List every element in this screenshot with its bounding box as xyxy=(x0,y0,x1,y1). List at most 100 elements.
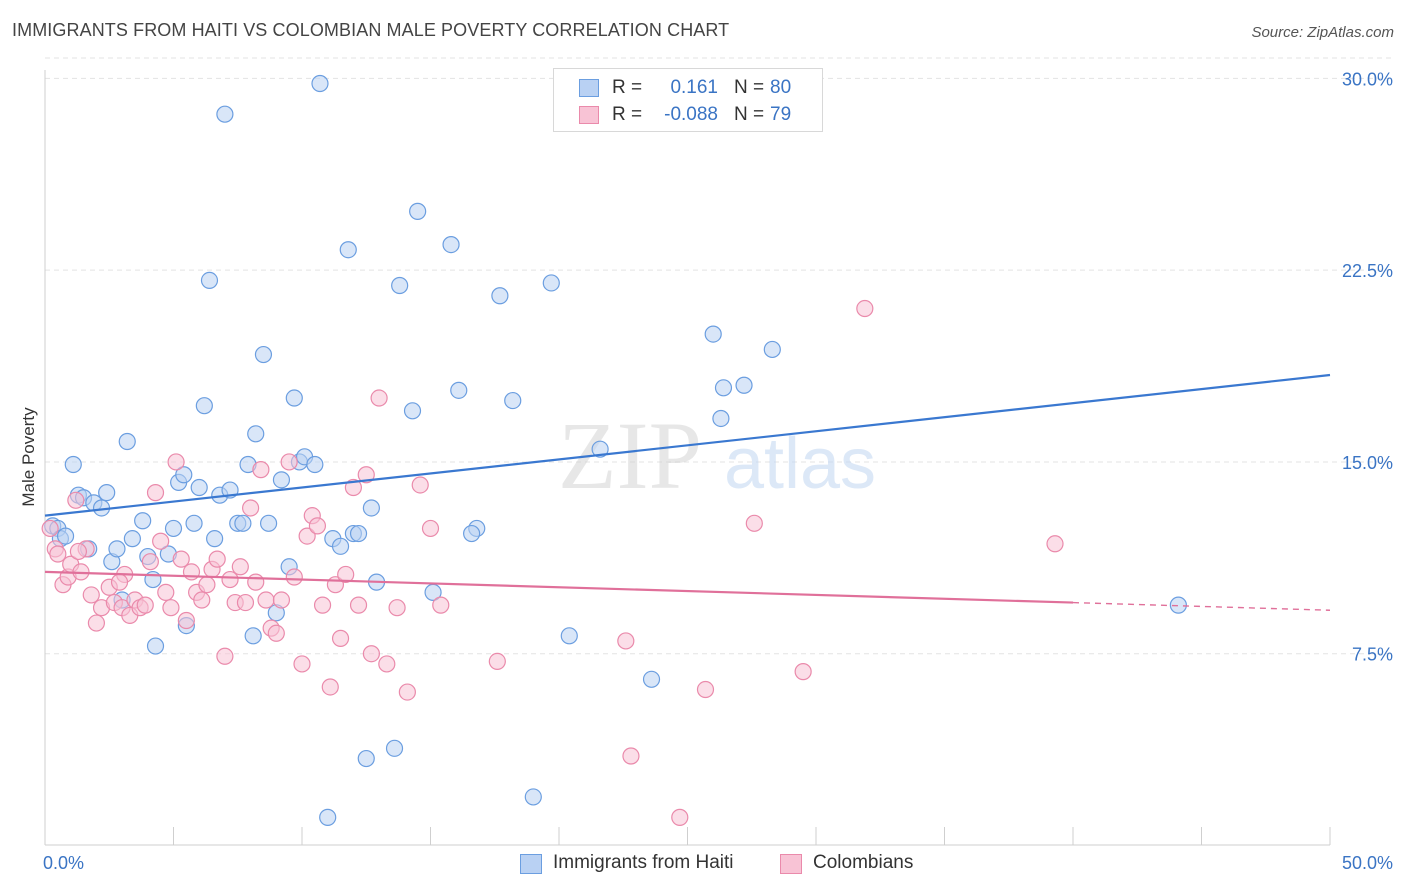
colombians-swatch xyxy=(579,106,599,124)
correlation-legend: R = 0.161 N = 80 R = -0.088 N = 79 xyxy=(553,68,823,132)
colombians-point xyxy=(370,389,388,407)
haiti-point xyxy=(524,788,542,806)
colombians-point xyxy=(247,573,265,591)
colombians-point xyxy=(157,583,175,601)
haiti-point xyxy=(195,397,213,415)
haiti-point xyxy=(254,345,273,364)
colombians-point xyxy=(378,655,396,673)
haiti-point xyxy=(259,514,278,532)
colombians-point xyxy=(216,647,234,665)
y-tick-label: 30.0% xyxy=(1342,69,1393,89)
colombians-point xyxy=(344,478,362,497)
colombians-point xyxy=(745,514,763,532)
haiti-point xyxy=(108,540,126,558)
colombians-point xyxy=(221,570,239,589)
haiti-point xyxy=(118,432,136,451)
colombians-point xyxy=(41,519,59,538)
tick-labels: 7.5% 15.0% 22.5% 30.0% 0.0% 50.0% xyxy=(43,69,1393,873)
haiti-trend-line xyxy=(44,373,1331,517)
colombians-point xyxy=(856,299,874,318)
colombians-trend-extension xyxy=(1072,601,1331,611)
haiti-point xyxy=(349,524,368,543)
haiti-point xyxy=(391,276,409,295)
haiti-point xyxy=(542,274,560,292)
haiti-point xyxy=(714,379,733,397)
haiti-point xyxy=(331,537,350,555)
colombians-point xyxy=(321,678,339,696)
y-tick-label: 15.0% xyxy=(1342,453,1393,473)
haiti-point xyxy=(175,466,193,484)
x-tick-label: 50.0% xyxy=(1342,853,1393,873)
colombians-point xyxy=(421,519,440,538)
legend-row-haiti: R = 0.161 N = 80 xyxy=(554,74,822,102)
haiti-point xyxy=(712,409,730,428)
colombians-point xyxy=(488,652,506,670)
y-axis-label: Male Poverty xyxy=(19,407,38,507)
colombians-point xyxy=(136,596,154,614)
r-label: R = xyxy=(612,104,643,125)
colombians-point xyxy=(313,596,332,614)
colombians-point xyxy=(87,614,106,632)
colombians-point xyxy=(267,624,285,642)
haiti-point xyxy=(190,478,208,497)
colombians-point xyxy=(349,596,368,614)
colombians-point xyxy=(331,629,350,647)
colombians-r-value: -0.088 xyxy=(664,104,718,125)
haiti-point xyxy=(450,381,468,399)
haiti-point xyxy=(735,376,753,394)
haiti-point xyxy=(216,105,234,123)
haiti-point xyxy=(285,389,303,407)
colombians-point xyxy=(49,545,67,563)
haiti-point xyxy=(357,749,375,768)
colombians-point xyxy=(208,550,226,568)
haiti-point xyxy=(591,440,609,458)
haiti-point xyxy=(319,808,337,826)
legend-row-colombians: R = -0.088 N = 79 xyxy=(554,101,822,129)
colombians-point xyxy=(69,542,88,561)
y-tick-label: 7.5% xyxy=(1352,645,1393,665)
haiti-point xyxy=(272,471,291,489)
haiti-point xyxy=(704,325,722,343)
x-tick-label: 0.0% xyxy=(43,853,84,873)
haiti-n-value: 80 xyxy=(770,77,792,98)
haiti-point xyxy=(763,340,781,359)
colombians-point xyxy=(337,565,355,584)
haiti-legend-swatch xyxy=(520,854,542,874)
haiti-point xyxy=(362,499,380,517)
haiti-swatch xyxy=(579,79,599,97)
haiti-point xyxy=(146,637,165,655)
haiti-r-value: 0.161 xyxy=(670,77,718,98)
haiti-point xyxy=(56,527,75,545)
colombians-legend-label: Colombians xyxy=(813,852,914,873)
colombians-point xyxy=(293,655,311,673)
watermark: ZIP atlas xyxy=(558,402,876,509)
haiti-point xyxy=(504,391,522,410)
haiti-point xyxy=(339,241,357,259)
colombians-point xyxy=(280,453,298,471)
haiti-legend-label: Immigrants from Haiti xyxy=(553,852,734,873)
colombians-point xyxy=(252,461,270,479)
colombians-point xyxy=(146,484,165,502)
source-label: Source: ZipAtlas.com xyxy=(1251,24,1394,41)
haiti-point xyxy=(164,519,183,538)
haiti-point xyxy=(403,402,422,420)
colombians-point xyxy=(388,599,406,617)
haiti-point xyxy=(134,512,152,530)
colombians-point xyxy=(231,558,249,576)
haiti-point xyxy=(491,287,509,305)
colombians-point xyxy=(152,532,170,550)
haiti-point xyxy=(442,236,460,254)
colombians-point xyxy=(141,553,159,571)
colombians-point xyxy=(696,680,715,699)
n-label: N = xyxy=(734,77,765,98)
haiti-point xyxy=(98,484,116,502)
colombians-point xyxy=(1046,535,1064,553)
colombians-point xyxy=(622,747,640,765)
n-label: N = xyxy=(734,104,765,125)
haiti-point xyxy=(306,455,324,474)
haiti-point xyxy=(409,202,427,220)
colombians-point xyxy=(272,591,291,609)
chart-title: IMMIGRANTS FROM HAITI VS COLOMBIAN MALE … xyxy=(12,20,730,40)
colombians-point xyxy=(362,645,380,663)
